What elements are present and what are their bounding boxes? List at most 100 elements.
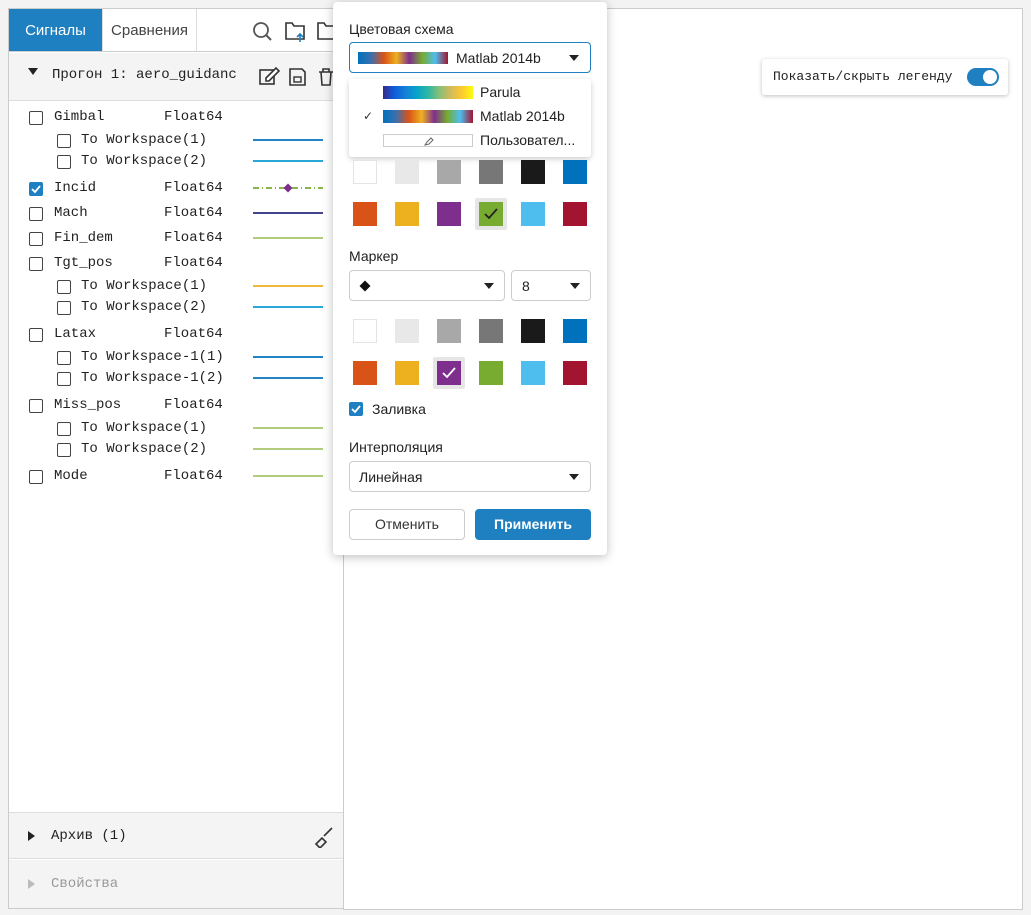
- checkbox[interactable]: [29, 399, 43, 413]
- line-sample: [253, 237, 323, 239]
- checkbox[interactable]: [57, 301, 71, 315]
- signal-name: Gimbal: [54, 109, 105, 125]
- checkbox[interactable]: [57, 280, 71, 294]
- checkbox[interactable]: [29, 182, 43, 196]
- scheme-option[interactable]: Parula: [480, 84, 521, 100]
- color-swatch[interactable]: [437, 361, 461, 385]
- sidebar: Сигналы Сравнения Прогон 1: aero_guidanc Gi…: [8, 8, 344, 909]
- marker-dropdown[interactable]: [349, 270, 505, 301]
- color-swatch[interactable]: [521, 202, 545, 226]
- signal-name: Latax: [54, 326, 97, 342]
- collapse-arrow[interactable]: [28, 68, 38, 75]
- checkbox[interactable]: [29, 232, 43, 246]
- expand-arrow: [28, 879, 35, 889]
- sidebar-toolbar[interactable]: [245, 9, 344, 52]
- legend-toggle-label: Показать/скрыть легенду: [773, 69, 953, 84]
- color-swatch[interactable]: [395, 361, 419, 385]
- signal-child-name: To Workspace(2): [81, 299, 208, 315]
- tab[interactable]: Сигналы: [9, 9, 103, 52]
- run-actions[interactable]: [257, 62, 344, 92]
- line-sample: [253, 475, 323, 477]
- checkbox[interactable]: [29, 470, 43, 484]
- cancel-button[interactable]: Отменить: [349, 509, 465, 540]
- line-sample: [253, 306, 323, 308]
- line-sample: [253, 448, 323, 450]
- pencil-icon: [424, 137, 434, 146]
- color-swatch[interactable]: [395, 160, 419, 184]
- color-swatch[interactable]: [521, 361, 545, 385]
- color-swatch[interactable]: [437, 319, 461, 343]
- signal-name: Mode: [54, 468, 88, 484]
- expand-arrow: [28, 831, 35, 841]
- signal-name: Incid: [54, 180, 97, 196]
- marker-size-dropdown[interactable]: 8: [511, 270, 591, 301]
- color-swatch[interactable]: [353, 361, 377, 385]
- scheme-gradient: [383, 110, 473, 123]
- color-swatch[interactable]: [353, 319, 377, 343]
- signal-type: Float64: [164, 205, 223, 221]
- color-swatch[interactable]: [353, 202, 377, 226]
- archive-label: Архив (1): [51, 828, 127, 844]
- legend-switch[interactable]: [967, 68, 999, 86]
- custom-scheme-box: [383, 134, 473, 147]
- tab-bar-rest: [197, 9, 343, 52]
- color-swatch[interactable]: [479, 202, 503, 226]
- checkbox[interactable]: [57, 155, 71, 169]
- tab[interactable]: Сравнения: [103, 9, 197, 52]
- checkbox[interactable]: [29, 207, 43, 221]
- color-swatch[interactable]: [479, 160, 503, 184]
- signal-child-name: To Workspace(1): [81, 132, 208, 148]
- color-swatch[interactable]: [353, 160, 377, 184]
- color-swatch[interactable]: [563, 160, 587, 184]
- scheme-options: Parula ✓ Matlab 2014b Пользовател...: [349, 79, 591, 157]
- signal-name: Miss_pos: [54, 397, 122, 413]
- color-swatch[interactable]: [521, 160, 545, 184]
- color-swatch[interactable]: [563, 319, 587, 343]
- line-sample: [253, 356, 323, 358]
- signal-type: Float64: [164, 326, 223, 342]
- clear-icon[interactable]: [312, 824, 336, 848]
- color-swatch[interactable]: [563, 202, 587, 226]
- color-swatch[interactable]: [479, 361, 503, 385]
- run-name: Прогон 1: aero_guidanc: [52, 67, 237, 83]
- color-swatch[interactable]: [395, 319, 419, 343]
- color-swatch[interactable]: [395, 202, 419, 226]
- color-swatch[interactable]: [563, 361, 587, 385]
- checkbox[interactable]: [29, 328, 43, 342]
- signal-type: Float64: [164, 468, 223, 484]
- interpolation-dropdown[interactable]: Линейная: [349, 461, 591, 492]
- scheme-gradient: [383, 86, 473, 99]
- fill-checkbox[interactable]: [349, 402, 363, 416]
- checkbox[interactable]: [57, 443, 71, 457]
- apply-button[interactable]: Применить: [475, 509, 591, 540]
- properties-bar: Свойства: [9, 860, 343, 908]
- signal-child-name: To Workspace(1): [81, 278, 208, 294]
- scheme-option[interactable]: Пользовател...: [480, 132, 576, 148]
- color-swatch[interactable]: [521, 319, 545, 343]
- checkbox[interactable]: [29, 257, 43, 271]
- interpolation-label: Интерполяция: [349, 439, 443, 455]
- properties-label: Свойства: [51, 876, 119, 892]
- color-swatch[interactable]: [437, 202, 461, 226]
- signal-type: Float64: [164, 397, 223, 413]
- archive-bar[interactable]: Архив (1): [9, 812, 343, 859]
- interpolation-value: Линейная: [359, 469, 423, 485]
- legend-toggle-panel: Показать/скрыть легенду: [762, 59, 1008, 95]
- color-scheme-value: Matlab 2014b: [456, 50, 541, 66]
- color-scheme-dropdown[interactable]: Matlab 2014b: [349, 42, 591, 73]
- signal-child-name: To Workspace-1(1): [81, 349, 224, 365]
- checkbox[interactable]: [57, 134, 71, 148]
- line-sample: [253, 212, 323, 214]
- color-scheme-label: Цветовая схема: [349, 21, 454, 37]
- checkbox[interactable]: [57, 422, 71, 436]
- color-swatch[interactable]: [479, 319, 503, 343]
- color-swatch[interactable]: [437, 160, 461, 184]
- signal-type: Float64: [164, 109, 223, 125]
- scheme-option[interactable]: Matlab 2014b: [480, 108, 565, 124]
- checkbox[interactable]: [29, 111, 43, 125]
- checkbox[interactable]: [57, 351, 71, 365]
- dropdown-caret: [484, 283, 494, 289]
- checkbox[interactable]: [57, 372, 71, 386]
- signal-type: Float64: [164, 230, 223, 246]
- line-sample: [253, 285, 323, 287]
